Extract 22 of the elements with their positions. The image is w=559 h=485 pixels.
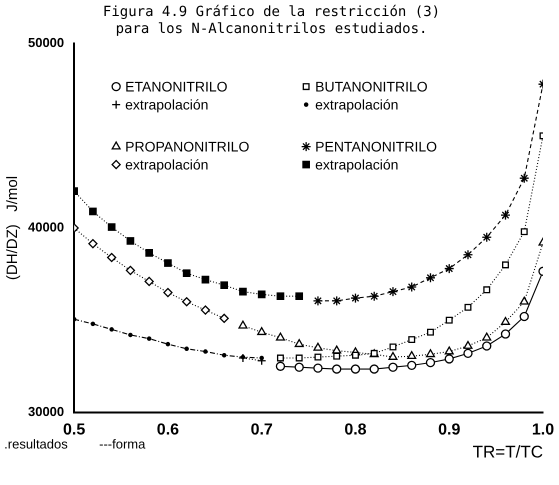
legend-label: extrapolación (315, 96, 398, 112)
y-tick-label: 30000 (28, 404, 64, 419)
chart-title: Figura 4.9 Gráfico de la restricción (3) para los N-Alcanonitrilos estudiados. (102, 4, 440, 37)
x-tick-label: 0.8 (344, 421, 367, 438)
x-tick-label: 0.6 (156, 421, 180, 438)
legend-label: extrapolación (125, 156, 208, 172)
legend-label: extrapolación (315, 156, 398, 172)
x-tick-label: 1.0 (532, 421, 554, 438)
legend-label: BUTANONITRILO (315, 78, 428, 94)
text: ---forma (99, 436, 146, 452)
y-tick-label: 50000 (28, 35, 64, 50)
legend-label: PROPANONITRILO (125, 138, 250, 154)
x-tick-label: 0.7 (250, 421, 273, 438)
legend-label: ETANONITRILO (125, 78, 228, 94)
x-tick-label: 0.9 (438, 421, 460, 438)
y-axis-title: (DH/DZ) J/mol (4, 176, 22, 280)
y-tick-label: 40000 (28, 220, 64, 235)
x-tick-label: 0.5 (63, 421, 86, 438)
legend-label: PENTANONITRILO (315, 138, 438, 154)
x-axis-title: TR=T/TC (472, 442, 543, 462)
text: .resultados (4, 436, 68, 452)
legend-label: extrapolación (125, 96, 208, 112)
